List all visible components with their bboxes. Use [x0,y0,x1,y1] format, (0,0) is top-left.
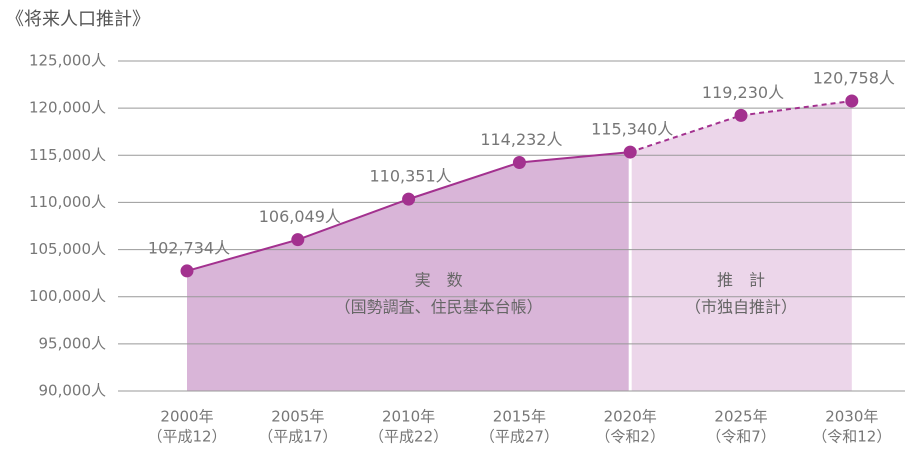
value-label: 114,232人 [480,130,562,149]
point [291,233,305,247]
region-label: 実 数 [415,271,463,290]
point [402,192,416,206]
point [512,156,526,170]
x-tick-label: 2025年 [714,408,767,426]
x-tick-label: 2020年 [604,408,657,426]
x-tick-sublabel: （平成12） [147,428,226,446]
chart-title: 《将来人口推計》 [6,9,150,30]
value-label: 120,758人 [813,68,895,87]
value-label: 106,049人 [259,207,341,226]
x-tick-label: 2030年 [825,408,878,426]
point [180,264,194,278]
y-tick-label: 115,000人 [29,146,106,164]
x-tick-label: 2015年 [493,408,546,426]
x-tick-label: 2005年 [271,408,324,426]
x-tick-sublabel: （平成27） [480,428,559,446]
y-tick-label: 100,000人 [29,287,106,305]
region-sublabel: （国勢調査、住民基本台帳） [335,298,543,317]
x-tick-sublabel: （平成17） [258,428,337,446]
x-tick-sublabel: （令和2） [595,428,665,446]
estimate-line [629,100,852,154]
x-tick-sublabel: （平成22） [369,428,448,446]
point [845,94,859,108]
x-tick-label: 2010年 [382,408,435,426]
actual-area [187,152,631,391]
y-tick-label: 90,000人 [39,382,107,400]
y-tick-label: 95,000人 [39,334,107,352]
y-tick-label: 110,000人 [29,193,106,211]
estimate-area [630,100,852,391]
y-tick-label: 125,000人 [29,52,106,70]
y-tick-label: 105,000人 [29,240,106,258]
x-tick-sublabel: （令和12） [812,428,891,446]
value-label: 110,351人 [370,167,452,186]
y-tick-label: 120,000人 [29,99,106,117]
x-tick-label: 2000年 [160,408,213,426]
region-sublabel: （市独自推計） [685,298,797,317]
point [623,145,637,159]
region-label: 推 計 [717,271,765,290]
point [734,108,748,122]
value-label: 119,230人 [702,83,784,102]
x-tick-sublabel: （令和7） [706,428,776,446]
value-label: 102,734人 [148,238,230,257]
value-label: 115,340人 [591,120,673,139]
